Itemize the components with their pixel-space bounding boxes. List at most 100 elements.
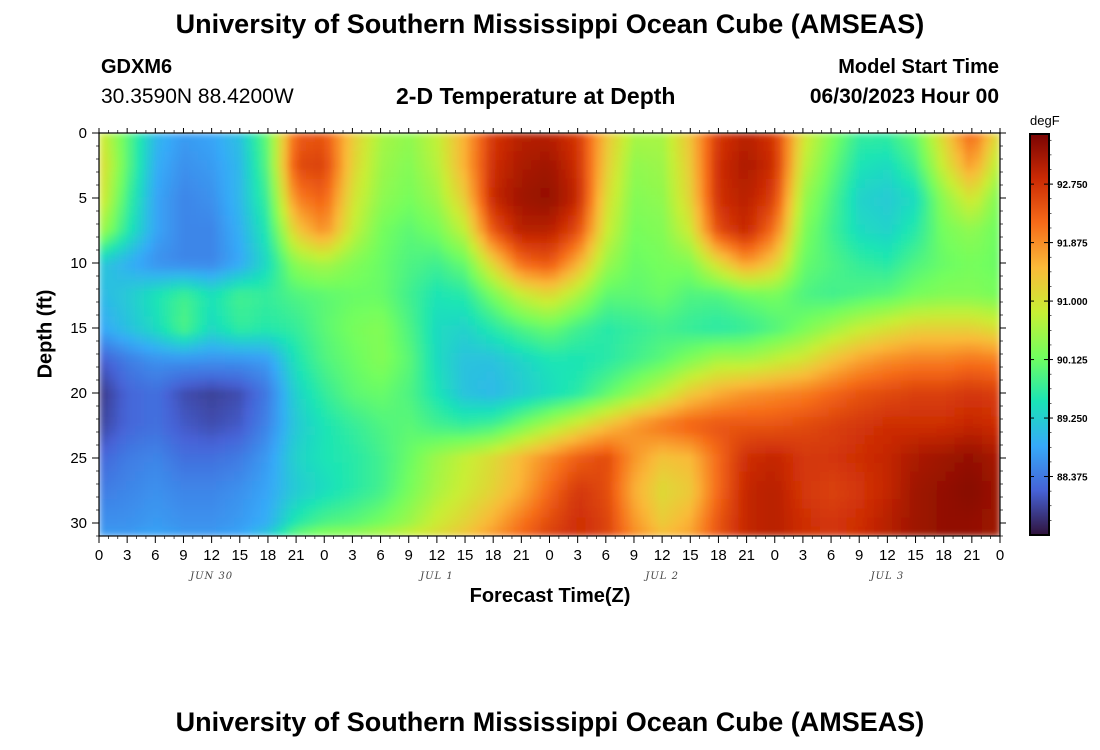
heatmap-cell	[711, 224, 722, 235]
heatmap-cell	[225, 444, 235, 455]
heatmap-cell	[693, 398, 704, 409]
heatmap-cell	[603, 178, 614, 189]
heatmap-cell	[792, 233, 803, 244]
heatmap-cell	[99, 178, 109, 189]
heatmap-cell	[108, 307, 118, 317]
heatmap-cell	[270, 398, 280, 409]
heatmap-cell	[324, 325, 334, 336]
heatmap-cell	[594, 178, 605, 189]
heatmap-cell	[414, 453, 424, 464]
heatmap-cell	[774, 526, 785, 536]
heatmap-cell	[243, 288, 253, 299]
heatmap-cell	[333, 197, 343, 207]
heatmap-cell	[279, 499, 289, 510]
heatmap-cell	[117, 307, 127, 317]
heatmap-cell	[756, 142, 767, 152]
heatmap-cell	[810, 453, 821, 464]
heatmap-cell	[450, 481, 460, 491]
heatmap-cell	[522, 435, 533, 446]
heatmap-cell	[657, 252, 668, 262]
heatmap-cell	[144, 297, 154, 308]
heatmap-cell	[225, 380, 235, 391]
heatmap-cell	[621, 133, 632, 143]
heatmap-cell	[990, 151, 1000, 162]
heatmap-cell	[306, 435, 316, 446]
heatmap-cell	[297, 444, 307, 455]
heatmap-cell	[117, 133, 127, 143]
heatmap-cell	[567, 325, 578, 336]
heatmap-cell	[405, 178, 415, 189]
heatmap-cell	[333, 261, 343, 271]
heatmap-cell	[828, 343, 839, 354]
heatmap-cell	[594, 361, 605, 372]
heatmap-cell	[99, 252, 109, 262]
heatmap-cell	[738, 288, 749, 299]
heatmap-cell	[522, 352, 533, 363]
heatmap-cell	[918, 133, 929, 143]
heatmap-cell	[954, 288, 965, 299]
heatmap-cell	[396, 517, 406, 528]
heatmap-cell	[342, 151, 352, 162]
heatmap-cell	[918, 343, 929, 354]
heatmap-cell	[756, 371, 767, 381]
heatmap-cell	[387, 389, 397, 400]
heatmap-cell	[549, 142, 560, 152]
heatmap-cell	[855, 352, 866, 363]
heatmap-cell	[450, 215, 460, 226]
heatmap-cell	[180, 288, 190, 299]
heatmap-cell	[522, 416, 533, 427]
heatmap-cell	[522, 297, 533, 308]
heatmap-cell	[585, 261, 596, 271]
heatmap-cell	[369, 361, 379, 372]
heatmap-cell	[153, 252, 163, 262]
heatmap-cell	[891, 407, 902, 418]
heatmap-cell	[414, 334, 424, 345]
heatmap-cell	[855, 490, 866, 500]
heatmap-cell	[990, 133, 1000, 143]
heatmap-cell	[225, 151, 235, 162]
heatmap-cell	[828, 252, 839, 262]
heatmap-cell	[855, 288, 866, 299]
heatmap-cell	[297, 197, 307, 207]
heatmap-cell	[378, 517, 388, 528]
heatmap-cell	[261, 288, 271, 299]
heatmap-cell	[990, 481, 1000, 491]
heatmap-cell	[972, 133, 983, 143]
heatmap-cell	[927, 444, 938, 455]
heatmap-cell	[603, 224, 614, 235]
heatmap-cell	[180, 252, 190, 262]
heatmap-cell	[783, 169, 794, 180]
heatmap-cell	[468, 416, 479, 427]
heatmap-cell	[873, 462, 884, 473]
heatmap-cell	[819, 352, 830, 363]
heatmap-cell	[162, 187, 172, 198]
heatmap-cell	[954, 490, 965, 500]
heatmap-cell	[936, 279, 947, 290]
heatmap-cell	[549, 261, 560, 271]
heatmap-cell	[612, 444, 623, 455]
heatmap-cell	[585, 142, 596, 152]
heatmap-cell	[459, 316, 470, 326]
heatmap-cell	[459, 490, 470, 500]
heatmap-cell	[576, 206, 587, 217]
heatmap-cell	[252, 233, 262, 244]
heatmap-cell	[882, 325, 893, 336]
heatmap-cell	[117, 169, 127, 180]
heatmap-cell	[135, 215, 145, 226]
heatmap-cell	[801, 252, 812, 262]
heatmap-cell	[180, 297, 190, 308]
heatmap-cell	[441, 252, 451, 262]
heatmap-cell	[459, 242, 470, 253]
heatmap-cell	[828, 187, 839, 198]
heatmap-cell	[729, 151, 740, 162]
heatmap-cell	[909, 343, 920, 354]
heatmap-cell	[972, 206, 983, 217]
x-tick-label: 21	[288, 547, 305, 564]
heatmap-cell	[918, 325, 929, 336]
heatmap-cell	[720, 133, 731, 143]
x-tick-label: 6	[602, 547, 610, 564]
heatmap-cell	[540, 398, 551, 409]
heatmap-cell	[270, 187, 280, 198]
heatmap-cell	[819, 206, 830, 217]
heatmap-cell	[513, 380, 524, 391]
